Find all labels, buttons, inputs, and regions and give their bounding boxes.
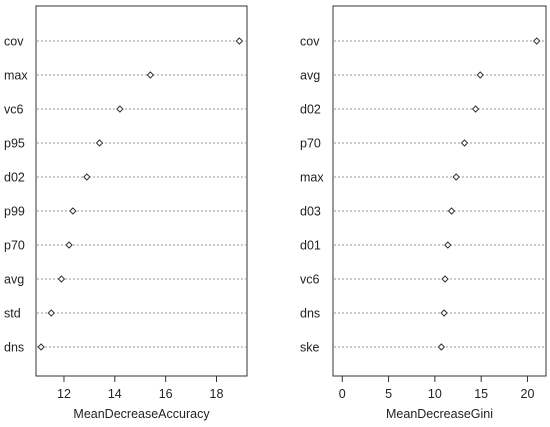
data-point — [83, 173, 91, 181]
data-point — [444, 241, 452, 249]
category-label: p99 — [4, 205, 25, 219]
data-point — [69, 207, 77, 215]
category-label: p70 — [300, 137, 321, 151]
x-tick-label: 10 — [428, 387, 442, 401]
data-point — [441, 275, 449, 283]
data-point — [235, 37, 244, 45]
data-point — [447, 207, 456, 215]
chart-panel-1: cov max vc6 p95 d02 p99 p70 avg std dns 12 14 16 18Me… — [4, 5, 248, 421]
category-label: cov — [300, 35, 320, 49]
category-label: ske — [300, 341, 320, 355]
data-point — [146, 71, 155, 79]
x-tick-label: 14 — [108, 387, 122, 401]
data-point — [95, 139, 104, 147]
category-label: d02 — [4, 171, 25, 185]
x-tick-label: 16 — [159, 387, 173, 401]
data-point — [460, 139, 469, 147]
x-tick-label: 0 — [339, 387, 346, 401]
category-label: d01 — [300, 239, 321, 253]
data-point — [452, 173, 460, 181]
chart-panel-2: cov avg d02 p70 max d03 d01 vc6 dns ske 0 5 10 15 20 Me… — [300, 5, 547, 421]
x-axis-title: MeanDecreaseAccuracy — [73, 407, 210, 421]
data-point — [57, 275, 66, 283]
x-tick-label: 20 — [521, 387, 535, 401]
category-label: std — [4, 307, 21, 321]
x-axis-title: MeanDecreaseGini — [386, 407, 493, 421]
category-label: max — [300, 171, 324, 185]
category-label: vc6 — [300, 273, 320, 287]
plot-frame — [35, 5, 248, 377]
x-tick-label: 12 — [57, 387, 71, 401]
category-label: d03 — [300, 205, 321, 219]
category-label: vc6 — [4, 103, 24, 117]
data-point — [437, 343, 446, 351]
data-point — [471, 105, 480, 113]
category-label: cov — [4, 35, 24, 49]
category-label: avg — [4, 273, 24, 287]
data-point — [47, 309, 55, 317]
x-tick-label: 15 — [474, 387, 488, 401]
category-label: p95 — [4, 137, 25, 151]
data-point — [533, 37, 541, 45]
data-point — [65, 241, 73, 249]
category-label: dns — [300, 307, 320, 321]
category-label: d02 — [300, 103, 321, 117]
data-point — [37, 343, 45, 351]
plot-frame — [332, 5, 547, 377]
category-label: p70 — [4, 239, 25, 253]
data-point — [116, 105, 124, 113]
data-point — [476, 71, 484, 79]
data-point — [440, 309, 448, 317]
category-label: max — [4, 69, 28, 83]
x-tick-label: 18 — [210, 387, 224, 401]
category-label: dns — [4, 341, 24, 355]
category-label: avg — [300, 69, 320, 83]
x-tick-label: 5 — [385, 387, 392, 401]
